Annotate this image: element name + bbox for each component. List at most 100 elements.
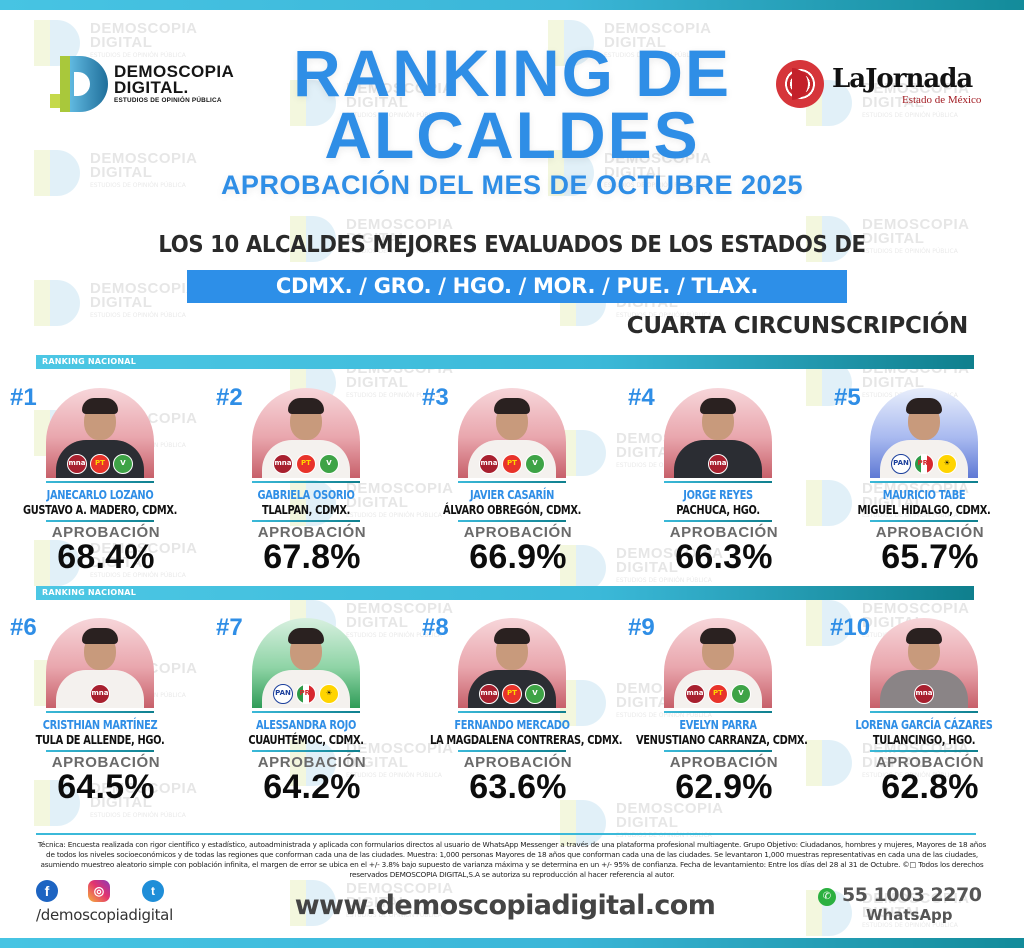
party-morena-icon: mna [685, 684, 705, 704]
divider [664, 481, 772, 483]
approval-label: APROBACIÓN [875, 524, 985, 541]
circumscription: CUARTA CIRCUNSCRIPCIÓN [626, 313, 969, 339]
rank-number: #6 [10, 614, 37, 641]
party-pt-icon: PT [502, 684, 522, 704]
approval-value: 65.7% [881, 538, 979, 576]
website-link[interactable]: www.demoscopiadigital.com [294, 890, 716, 921]
mayor-name: GABRIELA OSORIO [257, 488, 355, 502]
party-prd-icon: ☀ [319, 684, 339, 704]
divider [664, 711, 772, 713]
party-badges: mna PT V [46, 454, 154, 474]
rank-number: #7 [216, 614, 243, 641]
approval-label: APROBACIÓN [257, 524, 367, 541]
la-jornada-name: LaJornada [832, 64, 973, 94]
party-pri-icon: PRI [296, 684, 316, 704]
whatsapp-label: WhatsApp [866, 906, 953, 924]
la-jornada-sun-icon [776, 60, 824, 108]
mayor-municipality: TULANCINGO, HGO. [872, 733, 976, 747]
subtitle: LOS 10 ALCALDES MEJORES EVALUADOS DE LOS… [158, 232, 866, 258]
party-badges: mna [664, 454, 772, 474]
mayor-municipality: GUSTAVO A. MADERO, CDMX. [22, 503, 178, 517]
mayor-photo: mna PT V [458, 618, 566, 708]
rank-number: #1 [10, 384, 37, 411]
mayor-name: ALESSANDRA ROJO [255, 718, 357, 732]
ranking-band-label: RANKING NACIONAL [42, 588, 136, 597]
approval-value: 62.9% [675, 768, 773, 806]
party-pt-icon: PT [296, 454, 316, 474]
party-prd-icon: ☀ [937, 454, 957, 474]
approval-value: 64.2% [263, 768, 361, 806]
mayor-card: #9 mna PT V EVELYN PARRA VENUSTIANO CARRANZA,… [618, 614, 818, 826]
mayor-photo: mna [870, 618, 978, 708]
twitter-icon[interactable]: t [142, 880, 164, 902]
party-pan-icon: PAN [891, 454, 911, 474]
approval-label: APROBACIÓN [463, 754, 573, 771]
mayor-municipality: CUAUHTÉMOC, CDMX. [248, 733, 364, 747]
approval-label: APROBACIÓN [669, 754, 779, 771]
divider [870, 520, 978, 522]
party-pt-icon: PT [90, 454, 110, 474]
mayor-name: MAURICIO TABE [882, 488, 966, 502]
mayor-municipality: VENUSTIANO CARRANZA, CDMX. [636, 733, 808, 747]
mayor-municipality: ÁLVARO OBREGÓN, CDMX. [442, 503, 582, 517]
divider [46, 520, 154, 522]
technical-note: Técnica: Encuesta realizada con rigor ci… [37, 840, 987, 879]
mayor-municipality: TLALPAN, CDMX. [261, 503, 351, 517]
divider [252, 750, 360, 752]
logo-tagline: ESTUDIOS DE OPINIÓN PÚBLICA [114, 97, 222, 104]
ranking-band-label: RANKING NACIONAL [42, 357, 136, 366]
divider [458, 481, 566, 483]
instagram-icon[interactable]: ◎ [88, 880, 110, 902]
mayor-municipality: PACHUCA, HGO. [676, 503, 760, 517]
whatsapp-icon: ✆ [818, 888, 836, 906]
approval-value: 63.6% [469, 768, 567, 806]
party-morena-icon: mna [67, 454, 87, 474]
party-morena-icon: mna [90, 684, 110, 704]
approval-label: APROBACIÓN [257, 754, 367, 771]
mayor-municipality: MIGUEL HIDALGO, CDMX. [857, 503, 991, 517]
party-verde-icon: V [731, 684, 751, 704]
party-morena-icon: mna [914, 684, 934, 704]
party-morena-icon: mna [273, 454, 293, 474]
mayor-name: JANECARLO LOZANO [46, 488, 154, 502]
mayor-card: #4 mna JORGE REYES PACHUCA, HGO. APROBACIÓN 6… [618, 384, 818, 596]
approval-value: 66.9% [469, 538, 567, 576]
whatsapp-number[interactable]: 55 1003 2270 [842, 884, 982, 906]
approval-label: APROBACIÓN [51, 754, 161, 771]
divider [252, 520, 360, 522]
ranking-band-top: RANKING NACIONAL [36, 355, 974, 369]
mayor-photo: mna PT V [458, 388, 566, 478]
mayor-photo: mna PT V [664, 618, 772, 708]
approval-value: 66.3% [675, 538, 773, 576]
approval-label: APROBACIÓN [875, 754, 985, 771]
party-morena-icon: mna [708, 454, 728, 474]
divider [46, 750, 154, 752]
approval-value: 67.8% [263, 538, 361, 576]
mayor-municipality: TULA DE ALLENDE, HGO. [35, 733, 165, 747]
rank-number: #4 [628, 384, 655, 411]
party-badges: PAN PRI ☀ [870, 454, 978, 474]
mayor-card: #3 mna PT V JAVIER CASARÍN ÁLVARO OBREGÓN, CD… [412, 384, 612, 596]
rank-number: #2 [216, 384, 243, 411]
rank-number: #10 [830, 614, 871, 641]
mayor-card: #8 mna PT V FERNANDO MERCADO LA MAGDALENA CON… [412, 614, 622, 826]
mayor-photo: mna PT V [46, 388, 154, 478]
social-handle[interactable]: /demoscopiadigital [36, 906, 173, 924]
divider [664, 750, 772, 752]
party-badges: mna PT V [664, 684, 772, 704]
rank-number: #5 [834, 384, 861, 411]
top-accent-bar [0, 0, 1024, 10]
divider [870, 481, 978, 483]
whatsapp-contact[interactable]: ✆ 55 1003 2270 WhatsApp [818, 884, 988, 930]
mayor-photo: mna [664, 388, 772, 478]
facebook-icon[interactable]: f [36, 880, 58, 902]
mayor-name: FERNANDO MERCADO [454, 718, 570, 732]
party-pt-icon: PT [708, 684, 728, 704]
logo-line1: DEMOSCOPIA [114, 62, 235, 81]
footer-divider [36, 833, 976, 835]
mayor-card: #2 mna PT V GABRIELA OSORIO TLALPAN, CDMX. APR… [206, 384, 406, 596]
divider [664, 520, 772, 522]
la-jornada-logo: LaJornada Estado de México [776, 58, 986, 112]
divider [46, 481, 154, 483]
social-links: f ◎ t /demoscopiadigital [36, 880, 206, 930]
